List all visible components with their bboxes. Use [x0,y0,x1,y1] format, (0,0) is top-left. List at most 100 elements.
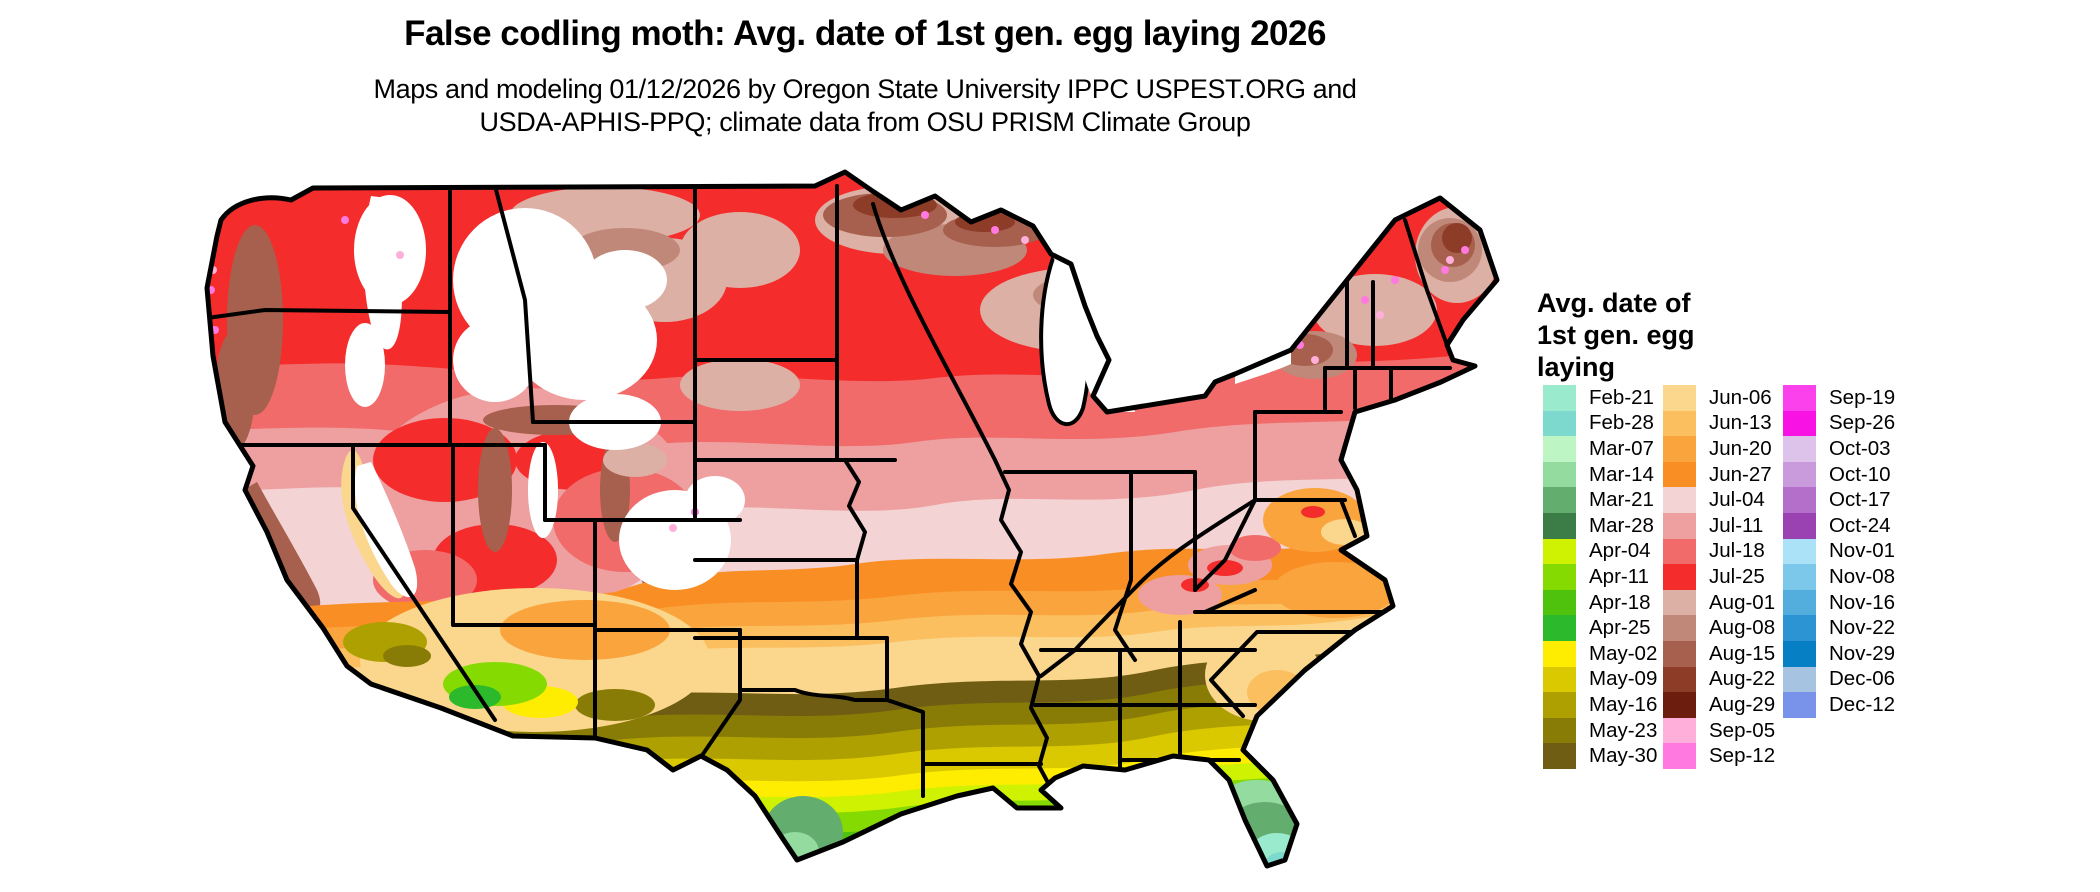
legend-row: Sep-26 [1783,410,1913,437]
us-map [195,160,1515,892]
subtitle-line-1: Maps and modeling 01/12/2026 by Oregon S… [373,74,1357,104]
legend-swatch [1663,564,1696,590]
legend-title-line: 1st gen. egg [1537,319,1695,350]
legend-row: Aug-29 [1663,692,1793,718]
legend-label: Aug-22 [1709,667,1776,691]
legend-swatch [1543,512,1576,539]
legend-swatch [1543,410,1576,437]
legend-row: May-30 [1543,743,1673,769]
legend-row: Jun-13 [1663,410,1793,437]
map-delmarva-tan [1321,519,1369,545]
legend-row: Nov-08 [1783,564,1913,590]
legend-row: Oct-24 [1783,512,1913,539]
legend-row: Nov-22 [1783,615,1913,641]
legend-swatch [1783,538,1816,565]
legend-swatch [1543,743,1576,769]
legend-swatch [1543,487,1576,513]
legend-swatch [1783,436,1816,462]
legend-label: Nov-16 [1829,590,1896,614]
legend-swatch [1783,692,1816,718]
legend-row: May-02 [1543,640,1673,667]
map-white-nwa [354,195,426,305]
legend-swatch [1543,461,1576,488]
legend-label: May-30 [1589,744,1658,768]
legend-label: Feb-21 [1589,385,1654,409]
legend-swatch [1663,640,1696,667]
map-white-nrockies [453,318,537,402]
legend-row: Aug-08 [1663,615,1793,641]
legend-swatch [1783,666,1816,693]
legend-label: Jul-04 [1709,488,1765,512]
legend-label: Jul-11 [1709,513,1764,537]
map-sw-olive [575,689,655,721]
map-white-nrockies [513,280,657,400]
legend-title: Avg. date of 1st gen. egg laying [1537,288,2097,384]
legend-row: Oct-10 [1783,461,1913,488]
legend-swatch [1663,461,1696,488]
map-ca-coast-brown [243,482,321,611]
legend-label: May-23 [1589,718,1658,742]
legend-row: Jun-27 [1663,461,1793,488]
legend-swatch [1543,385,1576,411]
legend-row: Feb-21 [1543,385,1673,411]
legend-swatch [1543,640,1576,667]
legend-label: Jun-06 [1709,385,1772,409]
legend-label: Aug-29 [1709,692,1776,716]
legend-swatch [1783,512,1816,539]
map-patch-aug22 [1442,223,1472,253]
legend-row: Aug-15 [1663,640,1793,667]
legend-row: Sep-12 [1663,743,1793,769]
map-nc-coast-orange [1273,562,1397,618]
legend-swatch [1783,461,1816,488]
legend-label: Aug-01 [1709,590,1776,614]
legend-swatch [1543,692,1576,718]
legend-label: Jun-20 [1709,436,1772,460]
legend-row: Oct-03 [1783,436,1913,462]
legend-swatch [1543,666,1576,693]
legend-label: Nov-22 [1829,616,1896,640]
legend-row: May-16 [1543,692,1673,718]
legend-label: Sep-12 [1709,744,1776,768]
legend-label: Oct-10 [1829,462,1891,486]
legend-label: Jun-13 [1709,411,1772,435]
legend-label: Mar-14 [1589,462,1654,486]
legend-label: Jun-27 [1709,462,1772,486]
legend-row: Apr-25 [1543,615,1673,641]
legend-swatch [1663,487,1696,513]
legend-swatch [1663,410,1696,437]
us-map-svg [204,169,1500,891]
legend-label: Mar-21 [1589,488,1654,512]
map-fl-keys [1244,883,1266,891]
map-saz-green2 [449,685,501,709]
legend-row: Sep-19 [1783,385,1913,411]
legend-row: Dec-12 [1783,692,1913,718]
map-white-nrockies [583,250,667,310]
legend-swatch [1783,385,1816,411]
legend-column: Jun-06 Jun-13 Jun-20 Jun-27 Jul-04 Jul-11 Jul-… [1663,385,1793,769]
legend-swatch [1543,615,1576,641]
legend-swatch [1783,564,1816,590]
legend-column: Sep-19 Sep-26 Oct-03 Oct-10 Oct-17 Oct-24 Nov-… [1783,385,1913,769]
legend-swatch [1543,589,1576,616]
map-appalachia-red [1207,560,1243,576]
map-west-brown [478,428,512,552]
legend-row: Aug-01 [1663,589,1793,616]
legend-swatch [1543,564,1576,590]
legend-swatch [1783,410,1816,437]
legend-swatch [1783,589,1816,616]
legend-label: Oct-03 [1829,436,1891,460]
map-west-tan [603,443,667,477]
legend-label: Oct-24 [1829,513,1891,537]
legend-row: Mar-28 [1543,512,1673,539]
legend-swatch [1783,487,1816,513]
map-sca-olive2 [383,645,431,667]
legend-swatch [1663,743,1696,769]
legend-row: May-23 [1543,717,1673,744]
legend-row: Apr-18 [1543,589,1673,616]
legend-row: Jul-18 [1663,538,1793,565]
legend-row: Nov-16 [1783,589,1913,616]
legend-title-line: Avg. date of [1537,288,1691,318]
legend-row: Nov-01 [1783,538,1913,565]
legend-label: Oct-17 [1829,488,1891,512]
